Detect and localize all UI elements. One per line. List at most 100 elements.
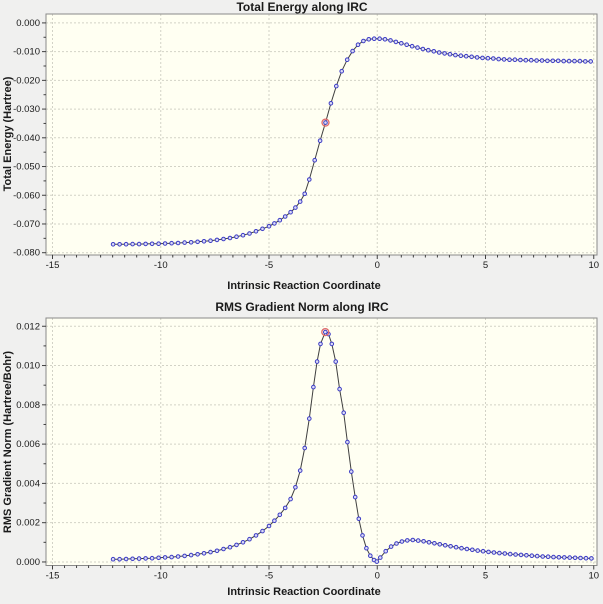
data-point-marker[interactable] <box>512 57 518 63</box>
data-point-marker[interactable] <box>496 56 502 62</box>
data-point-marker[interactable] <box>214 237 220 243</box>
data-point-marker[interactable] <box>534 58 539 63</box>
selected-point-ring[interactable] <box>321 327 330 337</box>
data-point-marker[interactable] <box>149 555 155 561</box>
total-energy-plot[interactable]: -15 -10 -5 0 5 10 0.000 -0.010 -0.020 -0.030 -0.04… <box>0 0 603 299</box>
data-point-marker[interactable] <box>201 239 207 244</box>
data-point-marker[interactable] <box>307 416 312 421</box>
data-point-marker[interactable] <box>410 537 416 543</box>
data-point-marker[interactable] <box>130 556 135 562</box>
data-point-marker[interactable] <box>277 512 283 518</box>
data-point-marker[interactable] <box>247 231 252 236</box>
data-point-marker[interactable] <box>195 239 200 245</box>
data-point-marker[interactable] <box>567 555 573 560</box>
data-point-marker[interactable] <box>234 234 239 239</box>
data-point-marker[interactable] <box>293 485 298 490</box>
data-point-marker[interactable] <box>556 554 562 560</box>
data-point-marker[interactable] <box>382 37 388 42</box>
data-point-marker[interactable] <box>175 240 181 246</box>
data-point-marker[interactable] <box>162 241 168 246</box>
data-point-marker[interactable] <box>432 541 437 546</box>
data-point-marker[interactable] <box>149 241 155 247</box>
data-point-marker[interactable] <box>360 533 365 538</box>
data-point-marker[interactable] <box>507 57 512 63</box>
data-point-marker[interactable] <box>550 58 556 64</box>
data-point-marker[interactable] <box>302 191 308 197</box>
data-point-marker[interactable] <box>540 554 546 559</box>
data-point-marker[interactable] <box>469 54 474 60</box>
data-point-marker[interactable] <box>288 209 293 215</box>
data-point-marker[interactable] <box>344 57 350 63</box>
data-point-marker[interactable] <box>545 58 550 64</box>
data-point-marker[interactable] <box>156 241 161 246</box>
data-point-marker[interactable] <box>572 58 577 64</box>
data-point-marker[interactable] <box>475 548 481 553</box>
data-point-marker[interactable] <box>415 45 420 50</box>
data-point-marker[interactable] <box>253 229 259 234</box>
data-point-marker[interactable] <box>383 548 389 554</box>
data-point-marker[interactable] <box>329 341 335 347</box>
data-point-marker[interactable] <box>426 540 432 545</box>
data-point-marker[interactable] <box>415 538 421 543</box>
data-point-marker[interactable] <box>368 553 373 558</box>
data-point-marker[interactable] <box>253 533 259 538</box>
data-point-marker[interactable] <box>399 41 404 46</box>
data-point-marker[interactable] <box>562 555 567 560</box>
selected-point-ring[interactable] <box>321 118 330 127</box>
data-point-marker[interactable] <box>442 543 448 548</box>
data-point-marker[interactable] <box>323 329 328 335</box>
data-point-marker[interactable] <box>583 59 588 64</box>
data-point-marker[interactable] <box>352 494 358 500</box>
data-point-marker[interactable] <box>589 556 594 561</box>
data-point-marker[interactable] <box>156 555 161 561</box>
data-point-marker[interactable] <box>240 232 246 238</box>
data-point-marker[interactable] <box>272 518 277 523</box>
data-point-marker[interactable] <box>260 226 265 232</box>
data-point-marker[interactable] <box>431 49 437 54</box>
data-point-marker[interactable] <box>214 548 220 554</box>
data-point-marker[interactable] <box>534 553 540 559</box>
rms-gradient-plot[interactable]: -15 -10 -5 0 5 10 0.012 0.010 0.008 0.006 0.004 0.0… <box>0 300 603 599</box>
data-point-marker[interactable] <box>311 384 316 390</box>
data-point-marker[interactable] <box>513 552 518 557</box>
data-point-marker[interactable] <box>529 553 535 558</box>
data-point-marker[interactable] <box>551 554 556 560</box>
data-point-marker[interactable] <box>463 53 469 59</box>
data-point-marker[interactable] <box>366 37 372 42</box>
data-point-marker[interactable] <box>436 50 442 55</box>
data-point-marker[interactable] <box>334 83 339 89</box>
data-point-marker[interactable] <box>282 505 288 511</box>
data-point-marker[interactable] <box>277 217 283 223</box>
data-point-marker[interactable] <box>421 539 426 544</box>
data-point-marker[interactable] <box>561 58 567 64</box>
data-point-marker[interactable] <box>143 556 148 561</box>
data-point-marker[interactable] <box>355 42 361 48</box>
data-point-marker[interactable] <box>117 242 122 247</box>
data-point-marker[interactable] <box>195 552 200 557</box>
data-point-marker[interactable] <box>448 544 453 549</box>
data-point-marker[interactable] <box>341 410 347 415</box>
data-point-marker[interactable] <box>307 177 312 182</box>
data-point-marker[interactable] <box>339 68 345 74</box>
data-point-marker[interactable] <box>566 58 572 64</box>
data-point-marker[interactable] <box>371 36 377 42</box>
data-point-marker[interactable] <box>464 546 470 552</box>
data-point-marker[interactable] <box>459 545 464 551</box>
data-point-marker[interactable] <box>143 241 148 247</box>
data-point-marker[interactable] <box>247 536 252 542</box>
data-point-marker[interactable] <box>588 59 594 64</box>
data-point-marker[interactable] <box>501 57 507 62</box>
data-point-marker[interactable] <box>328 101 334 106</box>
data-point-marker[interactable] <box>227 544 233 550</box>
data-point-marker[interactable] <box>188 552 194 558</box>
data-point-marker[interactable] <box>437 542 443 547</box>
data-point-marker[interactable] <box>447 51 453 57</box>
data-point-marker[interactable] <box>518 57 523 63</box>
data-point-marker[interactable] <box>409 43 415 49</box>
data-point-marker[interactable] <box>502 551 508 556</box>
data-point-marker[interactable] <box>345 439 350 445</box>
data-point-marker[interactable] <box>528 57 534 63</box>
data-point-marker[interactable] <box>314 359 320 364</box>
data-point-marker[interactable] <box>182 553 187 559</box>
data-point-marker[interactable] <box>188 240 194 245</box>
